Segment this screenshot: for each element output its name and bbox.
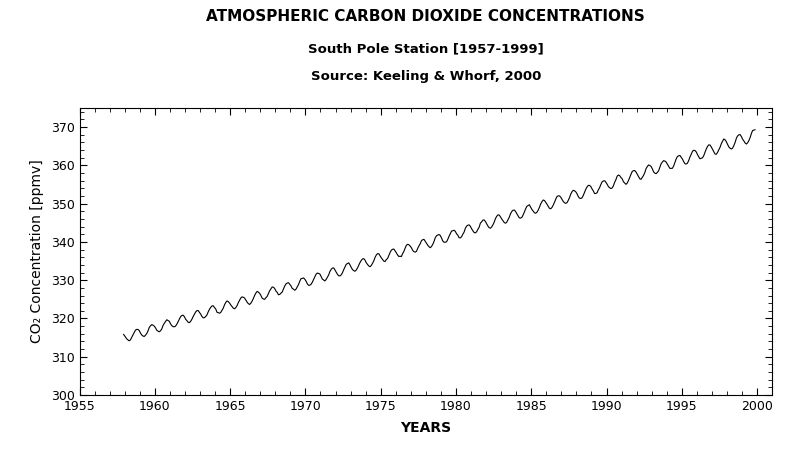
Text: ATMOSPHERIC CARBON DIOXIDE CONCENTRATIONS: ATMOSPHERIC CARBON DIOXIDE CONCENTRATION… — [206, 9, 646, 24]
Text: South Pole Station [1957-1999]: South Pole Station [1957-1999] — [308, 43, 544, 56]
X-axis label: YEARS: YEARS — [400, 421, 451, 436]
Y-axis label: CO₂ Concentration [ppmv]: CO₂ Concentration [ppmv] — [30, 159, 44, 343]
Text: Source: Keeling & Whorf, 2000: Source: Keeling & Whorf, 2000 — [310, 70, 541, 83]
